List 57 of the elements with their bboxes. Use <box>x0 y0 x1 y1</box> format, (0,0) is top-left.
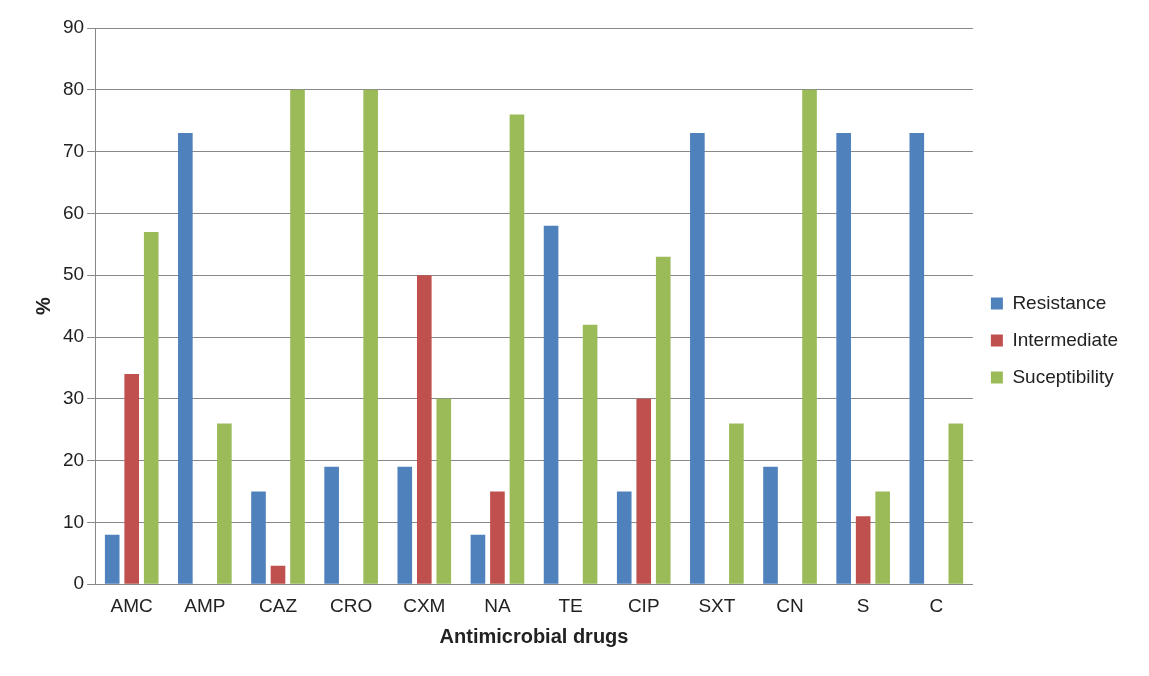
bar <box>875 491 890 584</box>
y-tick-label: 90 <box>62 16 85 38</box>
x-axis-title: Antimicrobial drugs <box>439 624 629 647</box>
bar <box>763 466 778 584</box>
bar <box>655 256 671 584</box>
bar <box>124 374 140 584</box>
bar <box>251 491 266 584</box>
y-tick-label: 20 <box>62 448 85 470</box>
bar <box>397 466 413 584</box>
bar <box>324 466 339 584</box>
bar <box>290 89 305 584</box>
x-tick-label: CAZ <box>259 594 298 616</box>
bar <box>948 423 964 584</box>
y-tick-label: 30 <box>62 387 85 409</box>
bar <box>104 534 120 584</box>
x-tick-label: CRO <box>330 594 373 616</box>
x-tick-label: C <box>929 594 944 616</box>
legend-label: Intermediate <box>1012 328 1119 350</box>
y-tick-label: 80 <box>62 78 85 100</box>
bar <box>509 114 525 584</box>
bar <box>436 398 452 584</box>
x-tick-label: TE <box>558 594 583 616</box>
bar <box>582 324 598 584</box>
y-tick-label: 50 <box>62 263 85 285</box>
bar <box>616 491 632 584</box>
bar <box>217 423 232 584</box>
x-tick-label: S <box>856 594 870 616</box>
bar <box>855 516 871 584</box>
y-tick-label: 40 <box>62 325 85 347</box>
y-tick-label: 10 <box>62 510 85 532</box>
bar <box>178 133 193 584</box>
bar <box>270 565 286 584</box>
x-tick-label: CN <box>776 594 804 616</box>
x-tick-label: NA <box>484 594 511 616</box>
bar <box>543 225 559 584</box>
bar <box>143 231 159 584</box>
y-tick-label: 70 <box>62 139 85 161</box>
bar <box>802 89 817 584</box>
x-tick-label: CXM <box>403 594 446 616</box>
legend-label: Resistance <box>1012 291 1107 313</box>
bar <box>636 398 652 584</box>
y-axis-title: % <box>31 297 54 315</box>
bar <box>416 275 432 584</box>
legend-label: Suceptibility <box>1012 365 1115 387</box>
x-tick-label: AMP <box>184 594 226 616</box>
x-tick-label: SXT <box>698 594 736 616</box>
bar <box>909 133 925 584</box>
y-tick-label: 0 <box>73 572 85 594</box>
bar <box>729 423 744 584</box>
x-tick-label: AMC <box>110 594 153 616</box>
bar <box>363 89 378 584</box>
bar <box>490 491 505 584</box>
bar <box>690 133 705 584</box>
y-tick-label: 60 <box>62 201 85 223</box>
bar <box>470 534 486 584</box>
x-tick-label: CIP <box>627 594 660 616</box>
bar <box>836 133 851 584</box>
